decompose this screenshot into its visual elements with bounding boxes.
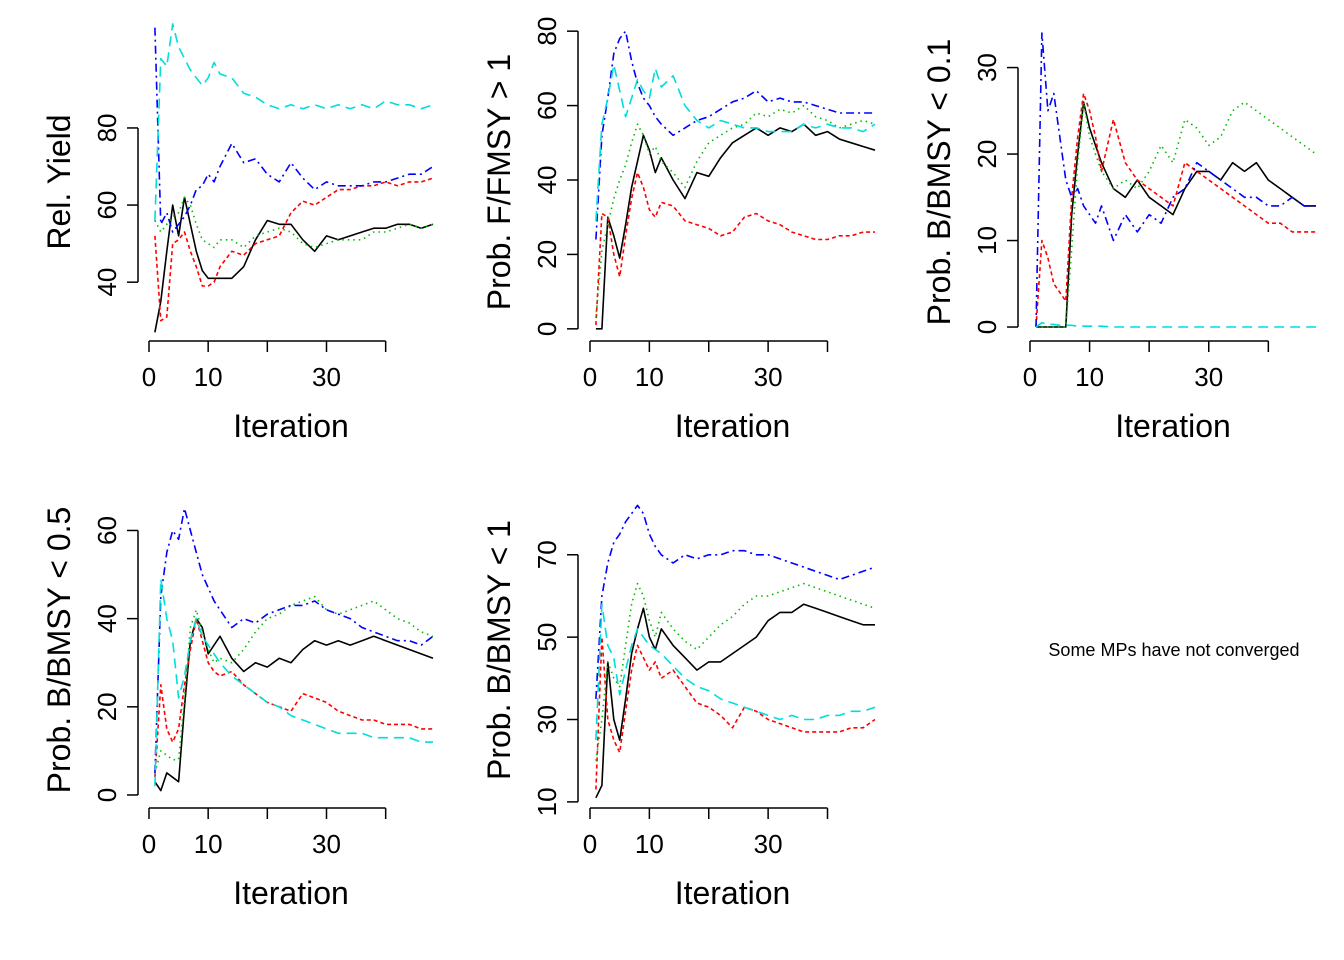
x-tick-label: 10 bbox=[1075, 362, 1104, 392]
y-axis-title: Prob. F/FMSY > 1 bbox=[481, 54, 517, 310]
y-tick-label: 60 bbox=[92, 191, 122, 220]
series-red-dashed bbox=[595, 171, 875, 326]
y-tick-label: 0 bbox=[972, 320, 1002, 334]
x-tick-label: 10 bbox=[194, 362, 223, 392]
y-tick-label: 60 bbox=[92, 516, 122, 545]
y-tick-label: 40 bbox=[532, 166, 562, 195]
x-tick-label: 0 bbox=[583, 362, 597, 392]
x-tick-label: 0 bbox=[142, 829, 156, 859]
x-tick-label: 0 bbox=[1023, 362, 1037, 392]
y-tick-label: 0 bbox=[92, 788, 122, 802]
convergence-note: Some MPs have not converged bbox=[1048, 640, 1299, 660]
series-cyan-longdash bbox=[154, 578, 433, 787]
series-blue-dashdot bbox=[595, 30, 875, 240]
chart-panel-5: 10 30 50 70 0 10 30 Iteration Prob. B/BMSY < 1 bbox=[481, 504, 876, 911]
y-tick-label: 10 bbox=[972, 226, 1002, 255]
chart-panel-2: 0 20 40 60 80 0 10 30 Iteration Prob. F/FMSY > 1 bbox=[481, 17, 876, 444]
y-tick-label: 10 bbox=[532, 787, 562, 816]
series-black-solid bbox=[595, 603, 875, 799]
x-axis-title: Iteration bbox=[675, 875, 791, 911]
x-axis-title: Iteration bbox=[233, 408, 349, 444]
x-axis-title: Iteration bbox=[233, 875, 349, 911]
x-axis-title: Iteration bbox=[1115, 408, 1231, 444]
y-tick-label: 40 bbox=[92, 268, 122, 297]
x-tick-label: 30 bbox=[312, 362, 341, 392]
series-red-dashed bbox=[154, 177, 434, 322]
x-tick-label: 30 bbox=[754, 829, 783, 859]
y-axis-title: Prob. B/BMSY < 0.1 bbox=[921, 39, 957, 326]
y-tick-label: 20 bbox=[972, 140, 1002, 169]
y-axis-title: Rel. Yield bbox=[41, 114, 77, 249]
x-tick-label: 10 bbox=[635, 829, 664, 859]
series-black-solid bbox=[595, 123, 876, 330]
y-tick-label: 0 bbox=[532, 322, 562, 336]
x-tick-label: 10 bbox=[194, 829, 223, 859]
chart-panel-4: 0 20 40 60 0 10 30 Iteration Prob. B/BMSY < 0.5 bbox=[41, 507, 434, 911]
series-green-dotted bbox=[595, 582, 876, 761]
y-tick-label: 20 bbox=[532, 240, 562, 269]
chart-panel-1: 40 60 80 0 10 30 Iteration Rel. Yield bbox=[41, 23, 434, 444]
y-tick-label: 30 bbox=[532, 705, 562, 734]
x-tick-label: 0 bbox=[142, 362, 156, 392]
series-red-dashed bbox=[1035, 92, 1316, 328]
chart-panel-3: 0 10 20 30 0 10 30 Iteration Prob. B/BMSY < 0.1 bbox=[921, 32, 1317, 444]
y-tick-label: 60 bbox=[532, 91, 562, 120]
y-axis-title: Prob. B/BMSY < 0.5 bbox=[41, 507, 77, 794]
x-tick-label: 0 bbox=[583, 829, 597, 859]
y-tick-label: 50 bbox=[532, 623, 562, 652]
x-tick-label: 30 bbox=[312, 829, 341, 859]
x-axis-title: Iteration bbox=[675, 408, 791, 444]
series-cyan-longdash bbox=[595, 603, 876, 741]
series-cyan-longdash bbox=[1035, 321, 1316, 328]
series-black-solid bbox=[154, 617, 434, 792]
y-tick-label: 40 bbox=[92, 604, 122, 633]
series-cyan-longdash bbox=[154, 23, 434, 221]
series-blue-dashdot bbox=[1035, 32, 1316, 328]
series-cyan-longdash bbox=[595, 63, 876, 221]
series-blue-dashdot bbox=[154, 507, 434, 773]
y-tick-label: 30 bbox=[972, 53, 1002, 82]
y-tick-label: 70 bbox=[532, 540, 562, 569]
y-tick-label: 80 bbox=[92, 113, 122, 142]
y-axis-title: Prob. B/BMSY < 1 bbox=[481, 520, 517, 780]
y-tick-label: 80 bbox=[532, 17, 562, 46]
y-tick-label: 20 bbox=[92, 692, 122, 721]
series-blue-dashdot bbox=[154, 27, 434, 233]
x-tick-label: 30 bbox=[754, 362, 783, 392]
x-tick-label: 30 bbox=[1194, 362, 1223, 392]
x-tick-label: 10 bbox=[635, 362, 664, 392]
series-black-solid bbox=[154, 196, 434, 333]
series-green-dotted bbox=[1036, 101, 1317, 328]
